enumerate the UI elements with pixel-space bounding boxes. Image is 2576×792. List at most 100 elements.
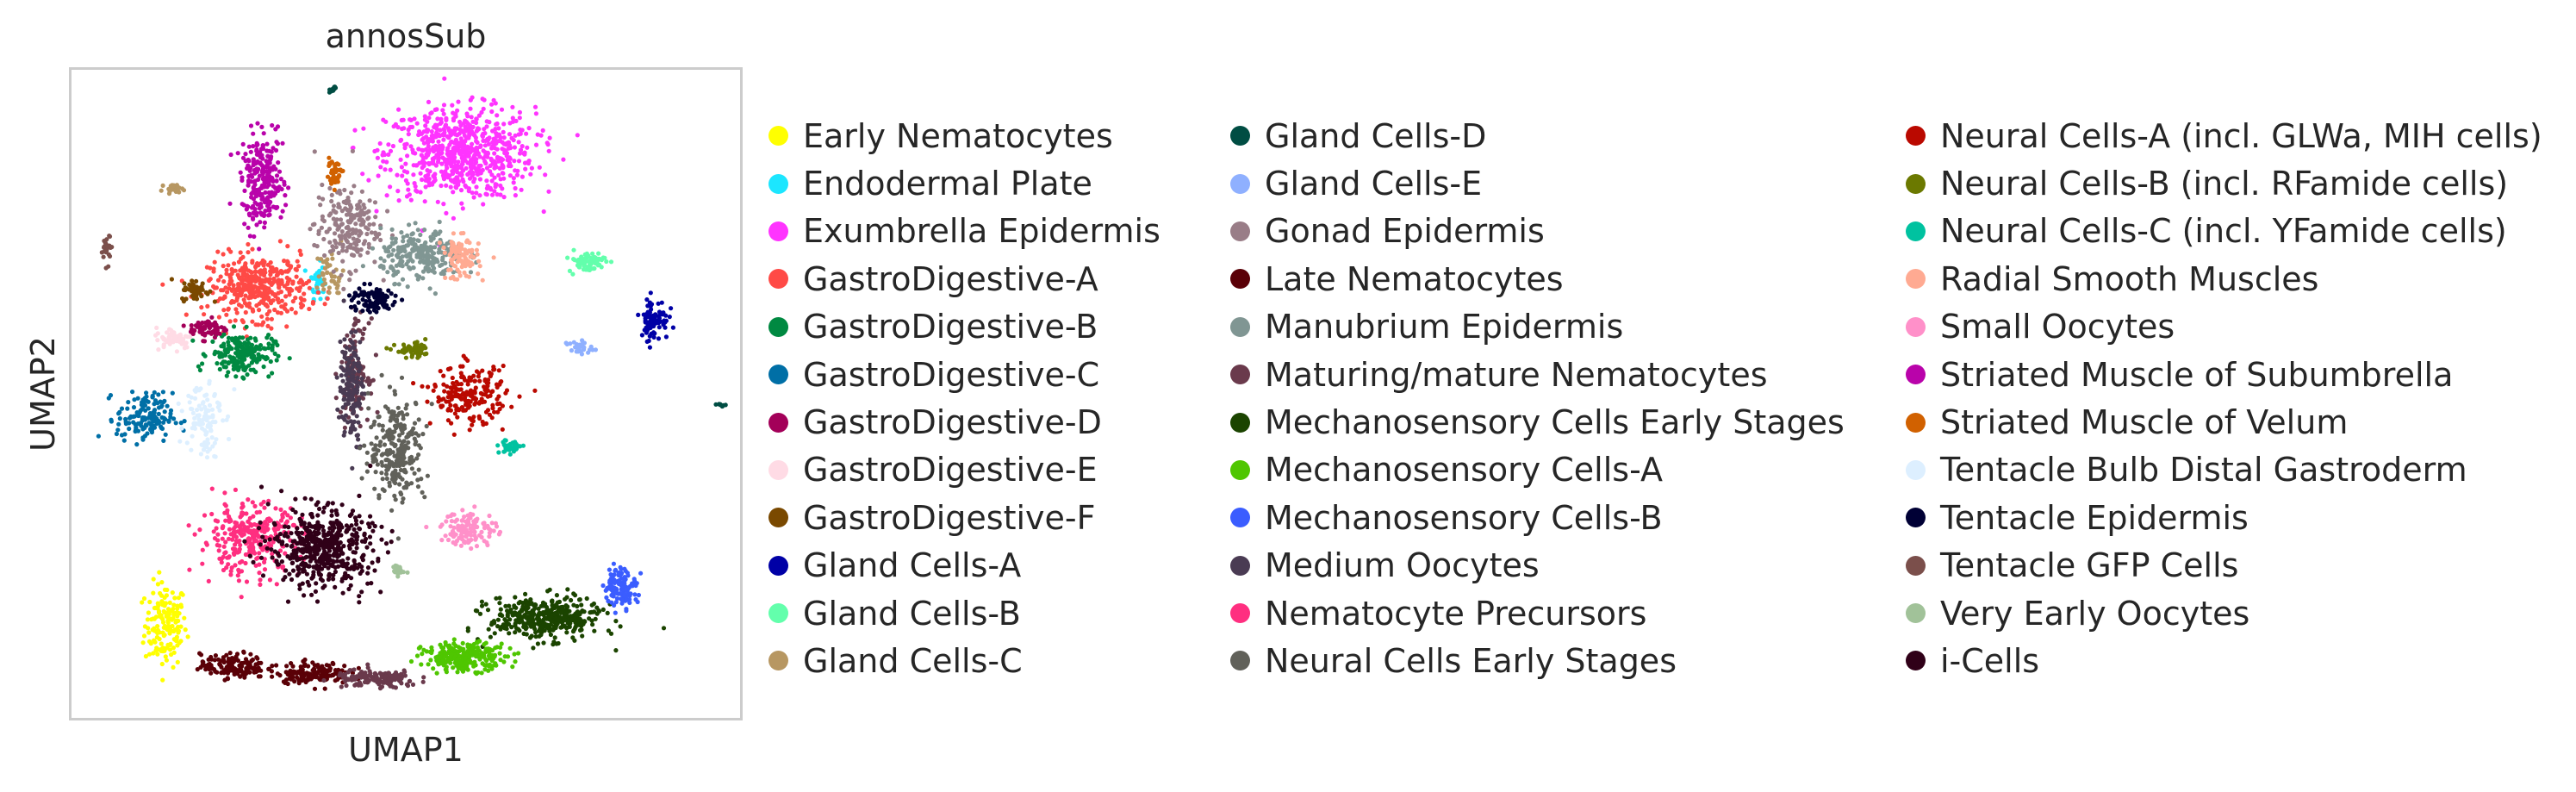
scatter-point: [559, 609, 564, 615]
scatter-point: [423, 184, 428, 190]
scatter-point: [546, 148, 551, 153]
scatter-point: [516, 140, 521, 145]
scatter-point: [440, 403, 445, 408]
scatter-point: [532, 388, 538, 393]
scatter-point: [270, 371, 275, 376]
scatter-point: [411, 237, 416, 242]
scatter-point: [551, 642, 556, 647]
scatter-point: [646, 338, 651, 344]
scatter-point: [401, 496, 406, 502]
scatter-point: [350, 148, 355, 153]
scatter-point: [531, 618, 536, 623]
scatter-point: [222, 359, 227, 365]
scatter-point: [444, 210, 449, 215]
scatter-point: [340, 259, 345, 264]
scatter-point: [656, 301, 661, 306]
scatter-point: [232, 261, 237, 266]
scatter-point: [438, 369, 443, 374]
scatter-point: [453, 138, 458, 143]
scatter-point: [251, 514, 256, 519]
scatter-point: [261, 346, 266, 351]
scatter-point: [319, 673, 324, 679]
scatter-point: [250, 246, 255, 252]
scatter-point: [396, 349, 401, 354]
scatter-point: [126, 400, 131, 405]
scatter-point: [451, 637, 457, 642]
scatter-point: [560, 604, 565, 610]
scatter-point: [501, 195, 507, 200]
scatter-point: [613, 648, 619, 653]
scatter-point: [256, 352, 261, 357]
scatter-point: [636, 592, 642, 598]
scatter-point: [481, 202, 486, 207]
scatter-point: [226, 562, 231, 567]
scatter-point: [152, 605, 158, 610]
scatter-point: [280, 514, 285, 520]
scatter-point: [135, 428, 141, 433]
scatter-point: [405, 170, 410, 175]
scatter-point: [494, 140, 499, 146]
scatter-point: [516, 651, 521, 656]
scatter-point: [233, 524, 238, 529]
scatter-point: [584, 596, 589, 602]
scatter-point: [248, 269, 253, 275]
scatter-point: [628, 591, 633, 596]
scatter-point: [358, 340, 363, 345]
scatter-point: [344, 212, 350, 217]
scatter-point: [362, 326, 367, 332]
scatter-point: [347, 359, 352, 365]
scatter-point: [431, 388, 436, 393]
scatter-point: [353, 682, 359, 687]
scatter-point: [481, 422, 486, 427]
scatter-point: [466, 134, 472, 139]
scatter-point: [487, 650, 492, 655]
scatter-point: [614, 596, 620, 602]
scatter-point: [284, 259, 290, 264]
scatter-point: [307, 306, 312, 312]
scatter-point: [429, 402, 434, 407]
scatter-point: [151, 577, 156, 582]
scatter-point: [461, 121, 467, 126]
scatter-point: [306, 664, 311, 669]
scatter-point: [350, 146, 355, 151]
scatter-point: [501, 135, 507, 140]
scatter-point: [362, 205, 367, 210]
scatter-point: [352, 345, 357, 351]
scatter-point: [274, 582, 279, 587]
scatter-point: [358, 222, 364, 228]
scatter-point: [222, 551, 227, 556]
scatter-point: [392, 493, 397, 498]
scatter-point: [181, 188, 187, 193]
scatter-point: [290, 279, 296, 284]
scatter-point: [372, 200, 378, 205]
scatter-point: [160, 183, 165, 188]
scatter-point: [248, 290, 253, 296]
scatter-point: [401, 234, 406, 240]
scatter-point: [462, 133, 467, 138]
scatter-point: [514, 172, 520, 178]
scatter-point: [618, 624, 623, 629]
scatter-point: [381, 117, 386, 122]
scatter-point: [517, 151, 523, 156]
scatter-point: [246, 664, 252, 669]
scatter-point: [613, 619, 619, 624]
scatter-point: [232, 287, 237, 292]
scatter-point: [504, 623, 509, 628]
scatter-point: [160, 390, 165, 395]
scatter-point: [295, 259, 300, 264]
scatter-point: [271, 278, 277, 283]
scatter-point: [447, 173, 452, 178]
scatter-point: [510, 119, 516, 124]
scatter-point: [412, 421, 418, 426]
scatter-point: [444, 399, 449, 404]
scatter-point: [389, 264, 394, 269]
scatter-point: [490, 128, 495, 134]
scatter-point: [458, 122, 464, 128]
scatter-point: [365, 390, 370, 396]
scatter-point: [385, 429, 390, 434]
scatter-point: [498, 177, 503, 182]
scatter-point: [163, 610, 168, 615]
scatter-point: [549, 619, 555, 624]
scatter-point: [639, 333, 645, 338]
scatter-point: [175, 606, 180, 611]
